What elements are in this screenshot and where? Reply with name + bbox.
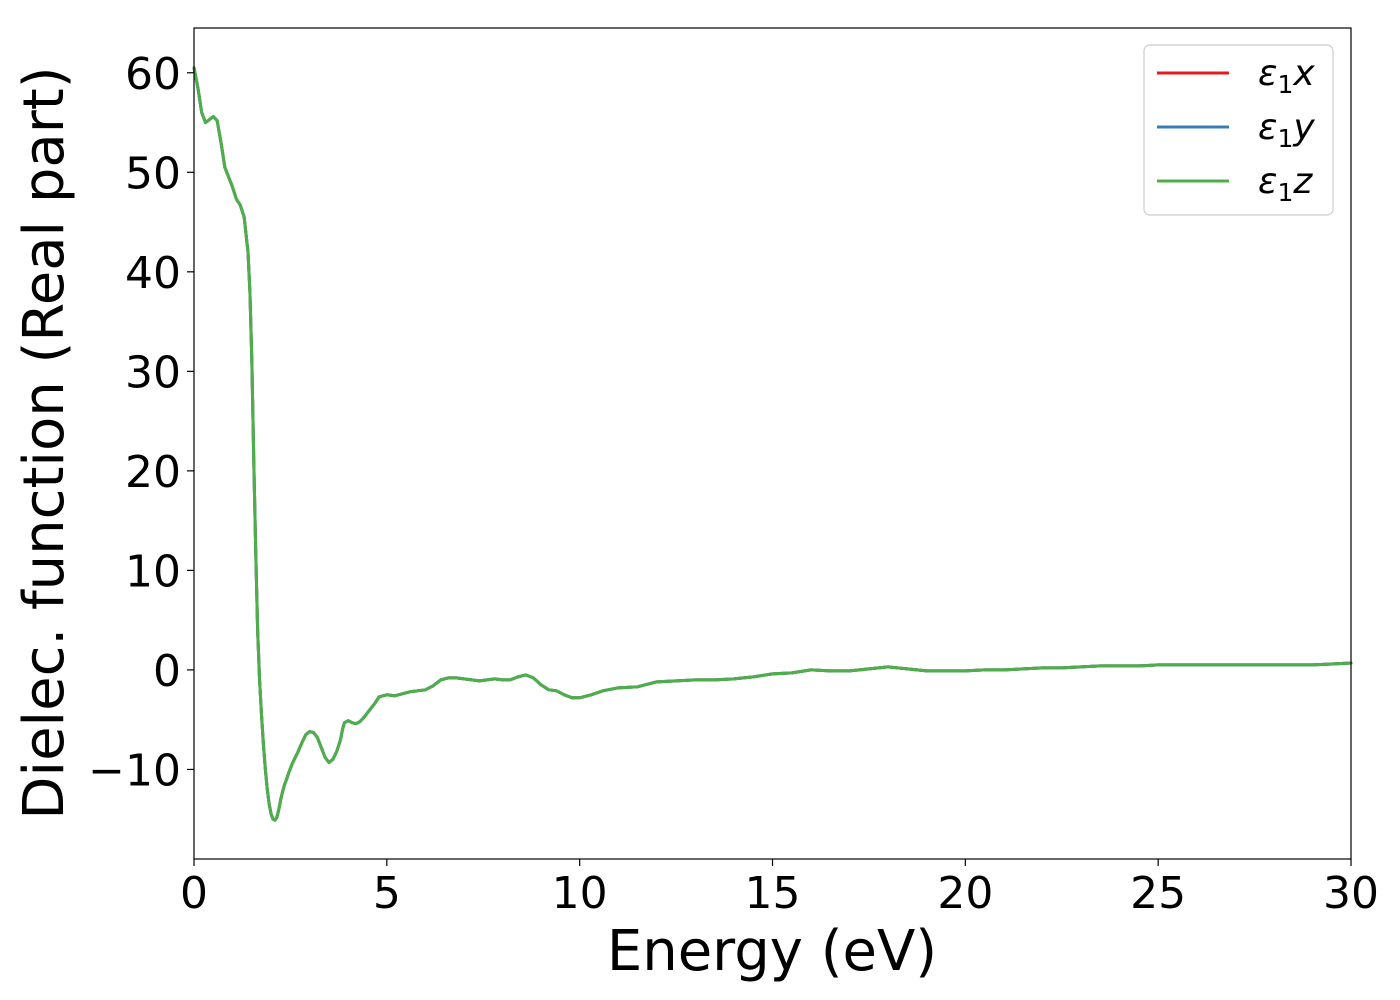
legend-box [1143,44,1334,216]
y-tick-label: 40 [125,248,181,299]
legend-symbol: ε [1258,53,1277,94]
y-tick-label: 50 [125,148,181,199]
x-tick-label: 0 [180,868,208,919]
series-layer [192,66,1353,822]
x-tick-label: 20 [937,868,993,919]
x-axis-ticks: 0 5 10 15 20 25 30 [180,859,1379,919]
legend-label-y: ε1y [1258,107,1315,153]
x-tick-label: 5 [373,868,401,919]
x-tick-label: 10 [552,868,608,919]
legend-symbol: ε [1258,161,1277,202]
y-tick-label: 0 [153,646,181,697]
y-tick-label: −10 [88,745,181,796]
legend-variable: x [1292,53,1315,94]
legend-subscript: 1 [1277,124,1293,153]
legend-variable: z [1292,161,1313,202]
legend-subscript: 1 [1277,178,1293,207]
x-tick-label: 15 [745,868,801,919]
y-tick-label: 20 [125,447,181,498]
legend-label-z: ε1z [1258,161,1313,207]
y-axis-ticks: 60 50 40 30 20 10 0 −10 [88,49,194,796]
legend-label-x: ε1x [1258,53,1315,99]
x-tick-label: 30 [1323,868,1379,919]
legend-variable: y [1292,107,1315,148]
y-axis-label: Dielec. function (Real part) [12,66,77,819]
x-tick-label: 25 [1130,868,1186,919]
y-tick-label: 60 [125,49,181,100]
series-line-z [192,66,1353,822]
y-tick-label: 30 [125,347,181,398]
legend-symbol: ε [1258,107,1277,148]
y-tick-label: 10 [125,546,181,597]
x-axis-label: Energy (eV) [607,919,937,984]
legend-subscript: 1 [1277,70,1293,99]
